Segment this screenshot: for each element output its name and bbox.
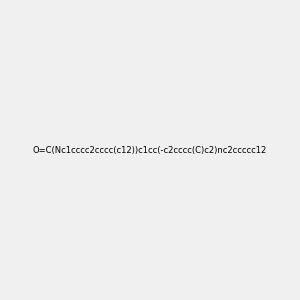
- Text: O=C(Nc1cccc2cccc(c12))c1cc(-c2cccc(C)c2)nc2ccccc12: O=C(Nc1cccc2cccc(c12))c1cc(-c2cccc(C)c2)…: [33, 146, 267, 154]
